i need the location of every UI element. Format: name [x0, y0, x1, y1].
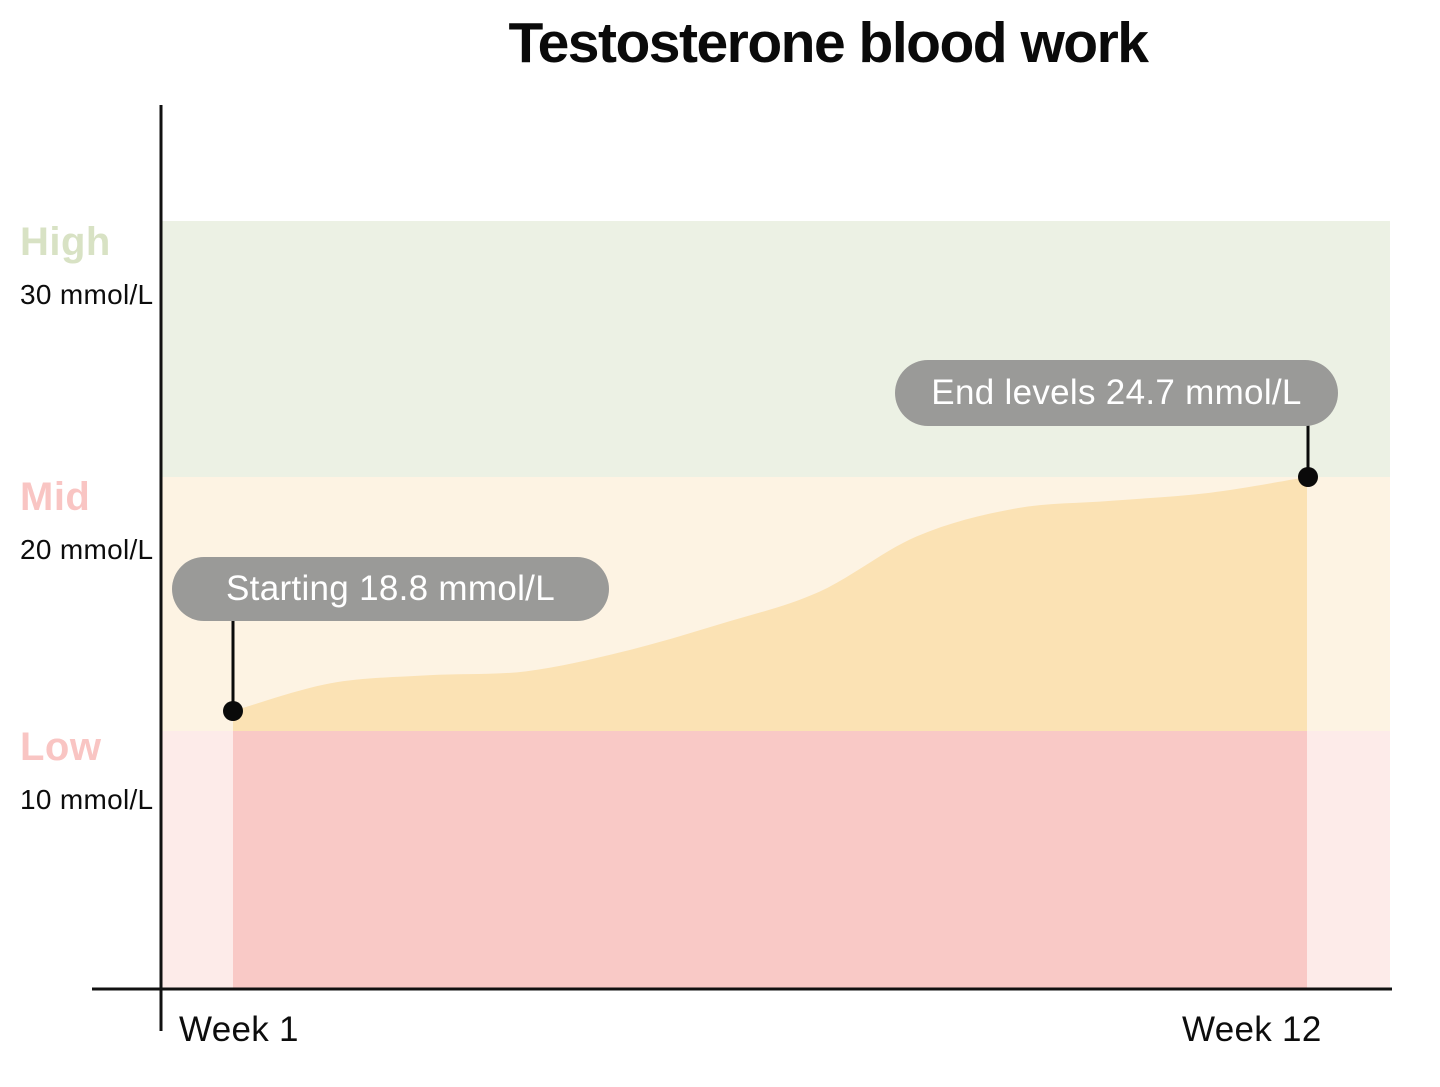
band-high-rect: [162, 221, 1390, 477]
end-annotation-pill: End levels 24.7 mmol/L: [895, 360, 1338, 426]
band-high-value: 30 mmol/L: [20, 279, 154, 310]
x-tick-week-1: Week 1: [179, 1010, 299, 1049]
area-low-band-rect: [233, 731, 1307, 989]
testosterone-area: [233, 477, 1307, 731]
band-high-heading: High: [20, 220, 111, 264]
band-label-low: Low 10 mmol/L: [20, 727, 153, 814]
x-tick-week-12: Week 12: [1182, 1010, 1322, 1049]
band-label-high: High 30 mmol/L: [20, 222, 153, 309]
end-marker-dot: [1298, 467, 1318, 487]
band-label-mid: Mid 20 mmol/L: [20, 477, 153, 564]
band-mid-value: 20 mmol/L: [20, 534, 154, 565]
start-annotation-pill: Starting 18.8 mmol/L: [172, 557, 609, 621]
chart-title: Testosterone blood work: [508, 11, 1149, 75]
band-mid-heading: Mid: [20, 475, 91, 519]
start-marker-dot: [223, 701, 243, 721]
band-low-value: 10 mmol/L: [20, 784, 154, 815]
band-low-heading: Low: [20, 725, 102, 769]
